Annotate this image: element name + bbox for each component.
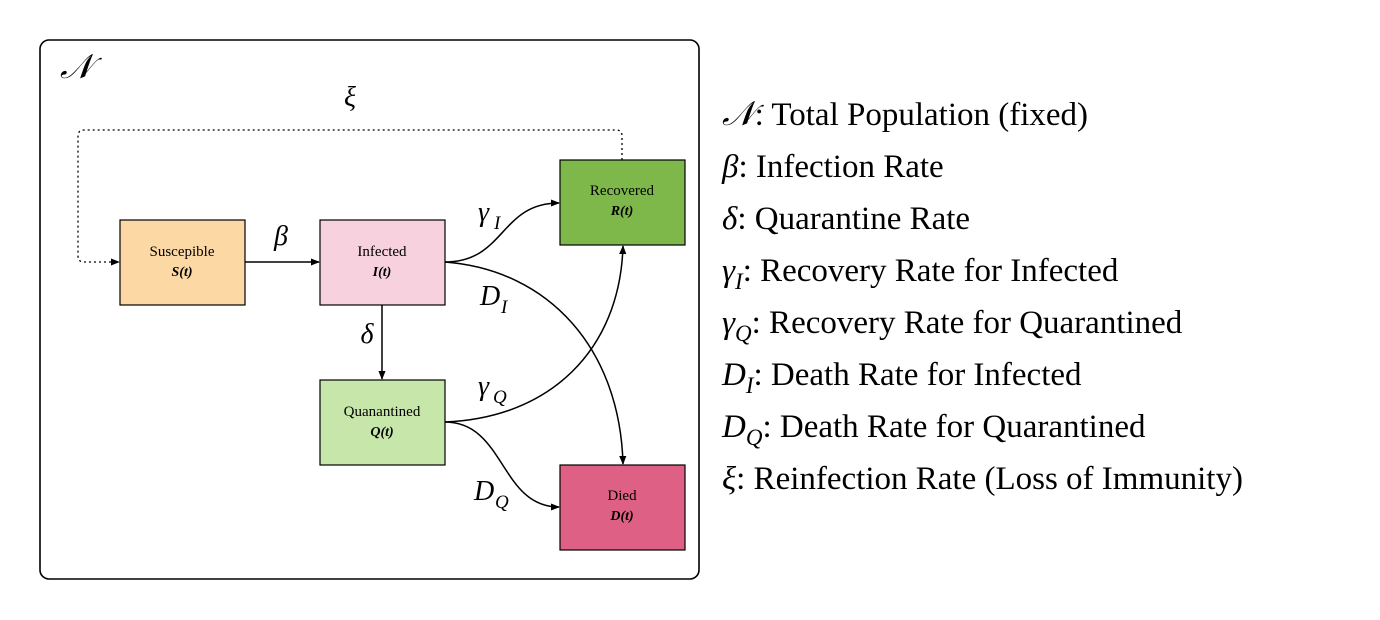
svg-text:I: I xyxy=(500,297,509,318)
edge-label-d-q: D Q xyxy=(473,476,509,513)
legend-row: ξ: Reinfection Rate (Loss of Immunity) xyxy=(722,461,1243,497)
edge-label-d-i: D I xyxy=(479,281,509,318)
node-susceptible-var: S(t) xyxy=(172,265,193,280)
legend-row: DQ: Death Rate for Quarantined xyxy=(721,409,1146,450)
legend-text: : Quarantine Rate xyxy=(737,201,970,237)
svg-text:D: D xyxy=(473,476,494,507)
svg-text:D: D xyxy=(479,281,500,312)
edge-i-to-r xyxy=(444,199,560,263)
legend-row: DI: Death Rate for Infected xyxy=(721,357,1082,398)
edge-label-gamma-i: γ I xyxy=(478,197,502,234)
legend-text: : Infection Rate xyxy=(738,149,943,185)
legend-text: : Reinfection Rate (Loss of Immunity) xyxy=(736,461,1243,497)
population-symbol: 𝒩 xyxy=(60,47,103,87)
edge-i-to-d xyxy=(444,261,627,465)
legend-row: γQ: Recovery Rate for Quarantined xyxy=(722,305,1183,346)
legend-subscript: I xyxy=(734,269,744,294)
node-infected-var: I(t) xyxy=(372,265,392,280)
node-quarantined-label: Quanantined xyxy=(344,404,421,420)
edge-label-xi: ξ xyxy=(344,82,356,113)
node-recovered: Recovered R(t) xyxy=(559,159,686,246)
node-infected-label: Infected xyxy=(357,244,407,260)
edge-label-beta: β xyxy=(273,221,288,252)
legend-subscript: I xyxy=(745,373,755,398)
node-susceptible: Suscepible S(t) xyxy=(119,219,246,306)
legend-subscript: Q xyxy=(746,425,763,450)
legend-row: γI: Recovery Rate for Infected xyxy=(722,253,1119,294)
legend: 𝒩: Total Population (fixed) β: Infection … xyxy=(721,94,1243,497)
svg-text:I: I xyxy=(493,213,502,234)
node-infected: Infected I(t) xyxy=(319,219,446,306)
legend-row: β: Infection Rate xyxy=(721,149,944,185)
legend-symbol: ξ xyxy=(722,461,737,497)
edge-label-gamma-q: γ Q xyxy=(478,371,507,408)
legend-text: : Death Rate for Infected xyxy=(754,357,1083,393)
node-susceptible-label: Suscepible xyxy=(150,244,215,260)
edge-r-to-s-reinfection xyxy=(77,129,623,266)
node-died-label: Died xyxy=(607,488,637,504)
node-recovered-label: Recovered xyxy=(590,183,655,199)
population-frame xyxy=(39,39,700,580)
legend-text: : Total Population (fixed) xyxy=(755,97,1088,133)
node-recovered-var: R(t) xyxy=(610,204,634,219)
node-quarantined-var: Q(t) xyxy=(370,425,393,440)
legend-row: δ: Quarantine Rate xyxy=(722,201,970,237)
svg-text:γ: γ xyxy=(478,371,490,402)
svg-text:Q: Q xyxy=(495,492,509,513)
legend-row: 𝒩: Total Population (fixed) xyxy=(722,94,1088,134)
edge-label-delta: δ xyxy=(360,319,374,350)
legend-symbol: D xyxy=(721,409,746,445)
legend-text: : Recovery Rate for Infected xyxy=(743,253,1119,289)
edge-q-to-r xyxy=(444,245,627,423)
legend-text: : Death Rate for Quarantined xyxy=(762,409,1146,445)
edge-q-to-d xyxy=(444,421,560,511)
legend-text: : Recovery Rate for Quarantined xyxy=(752,305,1183,341)
legend-symbol: γ xyxy=(722,305,736,341)
svg-text:Q: Q xyxy=(493,387,507,408)
node-died: Died D(t) xyxy=(559,464,686,551)
svg-text:γ: γ xyxy=(478,197,490,228)
legend-symbol: δ xyxy=(722,201,738,237)
legend-subscript: Q xyxy=(735,321,752,346)
node-died-var: D(t) xyxy=(609,509,633,524)
legend-symbol: D xyxy=(721,357,746,393)
node-quarantined: Quanantined Q(t) xyxy=(319,379,446,466)
legend-symbol: γ xyxy=(722,253,736,289)
legend-symbol: β xyxy=(721,149,739,185)
